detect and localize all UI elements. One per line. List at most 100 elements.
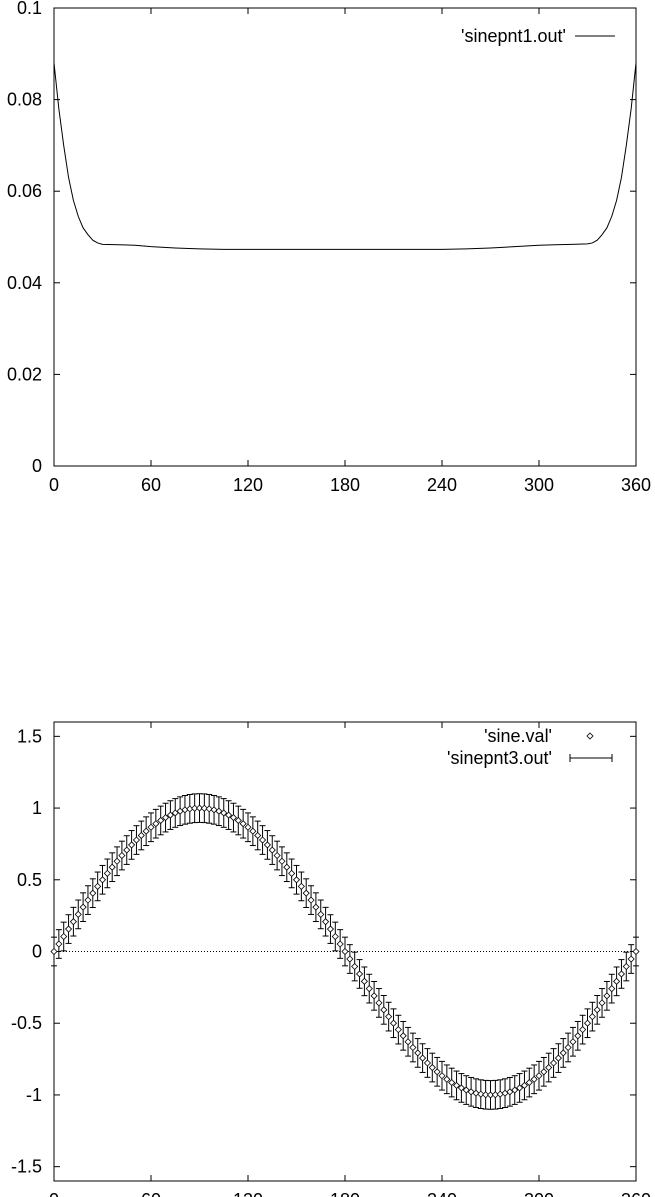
data-point-diamond bbox=[540, 1068, 548, 1076]
data-point-diamond bbox=[380, 1006, 388, 1014]
data-point-diamond bbox=[428, 1063, 436, 1072]
plot-frame bbox=[53, 7, 637, 467]
data-point-diamond bbox=[302, 889, 310, 897]
x-tick-label: 120 bbox=[233, 475, 263, 495]
x-tick-label: 0 bbox=[49, 475, 59, 495]
data-point-diamond bbox=[554, 1054, 562, 1062]
y-tick-label: 0.1 bbox=[17, 0, 42, 18]
x-tick-label: 180 bbox=[330, 1190, 360, 1197]
data-point-diamond bbox=[452, 1081, 461, 1089]
x-tick-label: 180 bbox=[330, 475, 360, 495]
data-point-diamond bbox=[254, 831, 262, 840]
data-point-diamond bbox=[94, 882, 102, 890]
y-tick-label: 1 bbox=[32, 798, 42, 818]
data-point-diamond bbox=[613, 977, 621, 985]
data-point-diamond bbox=[215, 807, 223, 815]
data-point-diamond bbox=[60, 932, 68, 941]
y-tick-label: -0.5 bbox=[11, 1013, 42, 1033]
data-point-diamond bbox=[98, 876, 107, 884]
data-point-diamond bbox=[608, 985, 616, 993]
y-tick-labels: 1.5 1 0.5 0 -0.5 -1 -1.5 bbox=[11, 726, 42, 1176]
data-point-diamond bbox=[288, 869, 296, 877]
data-point-diamond bbox=[564, 1043, 572, 1052]
data-point-diamond bbox=[123, 846, 131, 854]
y-tick-label: 0.08 bbox=[7, 90, 42, 110]
y-tick-label: 0.06 bbox=[7, 181, 42, 201]
data-point-diamond bbox=[583, 1019, 592, 1027]
data-point-diamond bbox=[113, 857, 121, 865]
data-point-diamond bbox=[598, 999, 606, 1007]
chart-sine-errorbars: 1.5 1 0.5 0 -0.5 -1 -1.5 0 60 120 180 240 300 360 's… bbox=[11, 721, 651, 1197]
data-point-diamond bbox=[258, 836, 267, 844]
y-tick-label: 0 bbox=[32, 456, 42, 476]
data-point-diamond bbox=[331, 932, 339, 941]
y-tick-label: 0.02 bbox=[7, 364, 42, 384]
data-point-diamond bbox=[195, 804, 204, 812]
data-point-diamond bbox=[307, 896, 315, 904]
data-point-diamond bbox=[603, 992, 611, 1000]
legend-label-sinepnt3: 'sinepnt3.out' bbox=[447, 748, 552, 768]
series-line-sinepnt1 bbox=[53, 62, 637, 250]
data-point-diamond bbox=[632, 947, 640, 956]
data-point-diamond bbox=[312, 903, 320, 911]
y-tick-label: 0 bbox=[32, 942, 42, 962]
data-point-diamond bbox=[142, 827, 150, 835]
data-point-diamond bbox=[278, 857, 286, 865]
data-point-diamond bbox=[360, 977, 368, 985]
series-layer bbox=[50, 793, 640, 1110]
data-point-diamond bbox=[55, 940, 63, 948]
y-tick-label: 0.5 bbox=[17, 870, 42, 890]
data-point-diamond bbox=[229, 814, 238, 822]
legend: 'sine.val' 'sinepnt3.out' bbox=[447, 726, 613, 768]
x-tick-label: 360 bbox=[621, 1190, 651, 1197]
data-point-diamond bbox=[171, 809, 179, 817]
data-point-diamond bbox=[191, 804, 199, 812]
data-point-diamond bbox=[399, 1032, 407, 1040]
data-point-diamond bbox=[574, 1032, 582, 1040]
data-point-diamond bbox=[244, 823, 252, 831]
data-point-diamond bbox=[511, 1086, 519, 1094]
data-point-diamond bbox=[423, 1059, 432, 1067]
data-point-diamond bbox=[346, 955, 354, 963]
data-point-diamond bbox=[530, 1075, 538, 1083]
data-point-diamond bbox=[375, 999, 383, 1007]
data-point-diamond bbox=[472, 1089, 480, 1097]
data-point-diamond bbox=[443, 1075, 451, 1083]
data-point-diamond bbox=[69, 918, 77, 926]
y-tick-label: -1.5 bbox=[11, 1157, 42, 1177]
x-tick-label: 360 bbox=[621, 475, 651, 495]
data-point-diamond bbox=[462, 1086, 470, 1094]
data-point-diamond bbox=[351, 962, 359, 971]
data-point-diamond bbox=[108, 863, 116, 871]
data-point-diamond bbox=[365, 985, 373, 993]
x-tick-label: 60 bbox=[141, 475, 161, 495]
data-point-diamond bbox=[496, 1090, 504, 1098]
data-point-diamond bbox=[147, 823, 155, 831]
data-point-diamond bbox=[414, 1049, 422, 1057]
x-tick-labels: 0 60 120 180 240 300 360 bbox=[49, 475, 651, 495]
data-point-diamond bbox=[225, 811, 233, 819]
legend-diamond-marker bbox=[586, 732, 594, 740]
legend-label-sine-val: 'sine.val' bbox=[484, 726, 552, 746]
data-point-diamond bbox=[263, 841, 271, 849]
data-point-diamond bbox=[486, 1091, 495, 1099]
data-point-diamond bbox=[322, 918, 330, 926]
data-point-diamond bbox=[103, 869, 111, 877]
data-point-diamond bbox=[239, 820, 247, 828]
x-tick-label: 0 bbox=[49, 1190, 59, 1197]
data-point-diamond bbox=[588, 1013, 596, 1021]
legend: 'sinepnt1.out' bbox=[461, 26, 615, 46]
data-point-diamond bbox=[157, 816, 165, 825]
data-point-diamond bbox=[404, 1038, 412, 1046]
series-layer bbox=[53, 62, 637, 250]
x-tick-label: 240 bbox=[427, 475, 457, 495]
data-point-diamond bbox=[569, 1038, 577, 1046]
data-point-diamond bbox=[477, 1090, 485, 1098]
data-point-diamond bbox=[482, 1091, 490, 1099]
data-point-diamond bbox=[355, 970, 364, 978]
data-point-diamond bbox=[297, 882, 305, 890]
data-point-diamond bbox=[220, 809, 228, 817]
x-tick-label: 240 bbox=[427, 1190, 457, 1197]
data-point-diamond bbox=[545, 1063, 553, 1072]
